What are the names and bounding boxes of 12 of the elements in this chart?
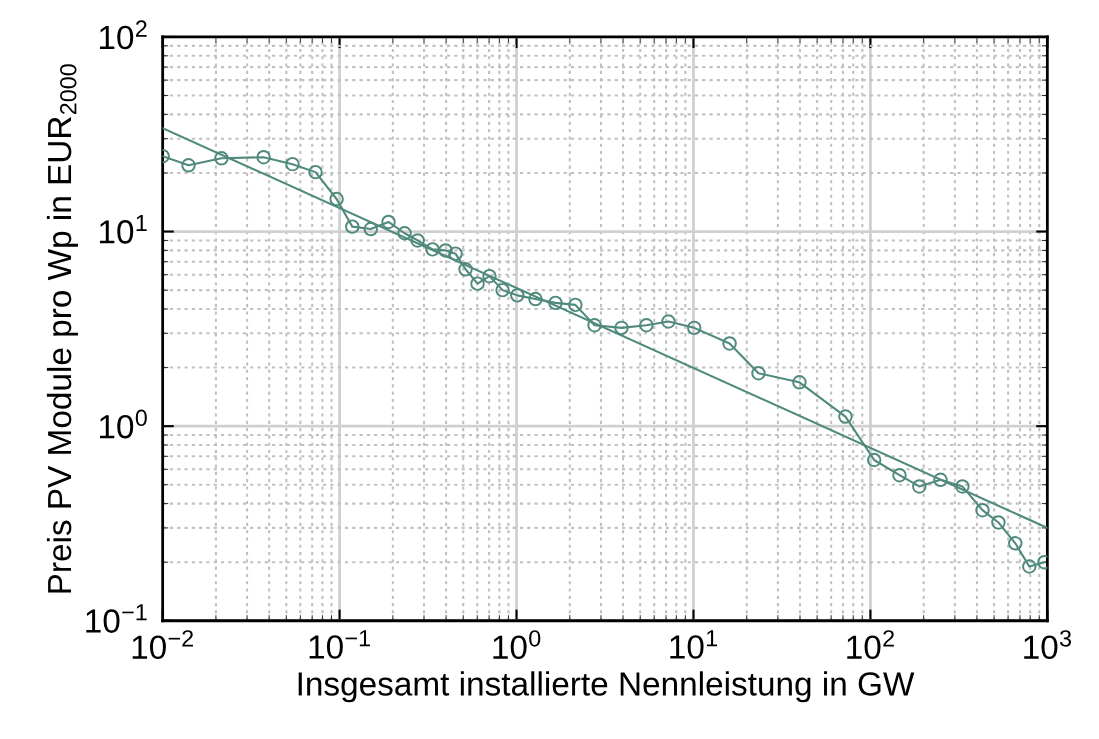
x-tick-label: 10$^{3}$	[1024, 630, 1072, 660]
x-tick-label: 10$^{0}$	[493, 630, 541, 660]
x-tick-label: 10$^{2}$	[847, 630, 894, 660]
y-tick-label: 10$^{2}$	[99, 20, 147, 50]
x-tick-label: 10$^{−1}$	[309, 630, 370, 659]
x-tick-label: 10$^{1}$	[670, 630, 718, 659]
x-axis-title: Insgesamt installierte Nennleistung in GW	[298, 671, 915, 703]
y-tick-label: 10$^{1}$	[99, 214, 147, 244]
y-tick-label: 10$^{−1}$	[86, 604, 147, 633]
x-tick-label: 10$^{−2}$	[132, 630, 193, 660]
y-axis-title: Preis PV Module pro Wp in EUR$_{2000}$	[46, 64, 78, 593]
y-tick-label: 10$^{0}$	[99, 409, 147, 439]
